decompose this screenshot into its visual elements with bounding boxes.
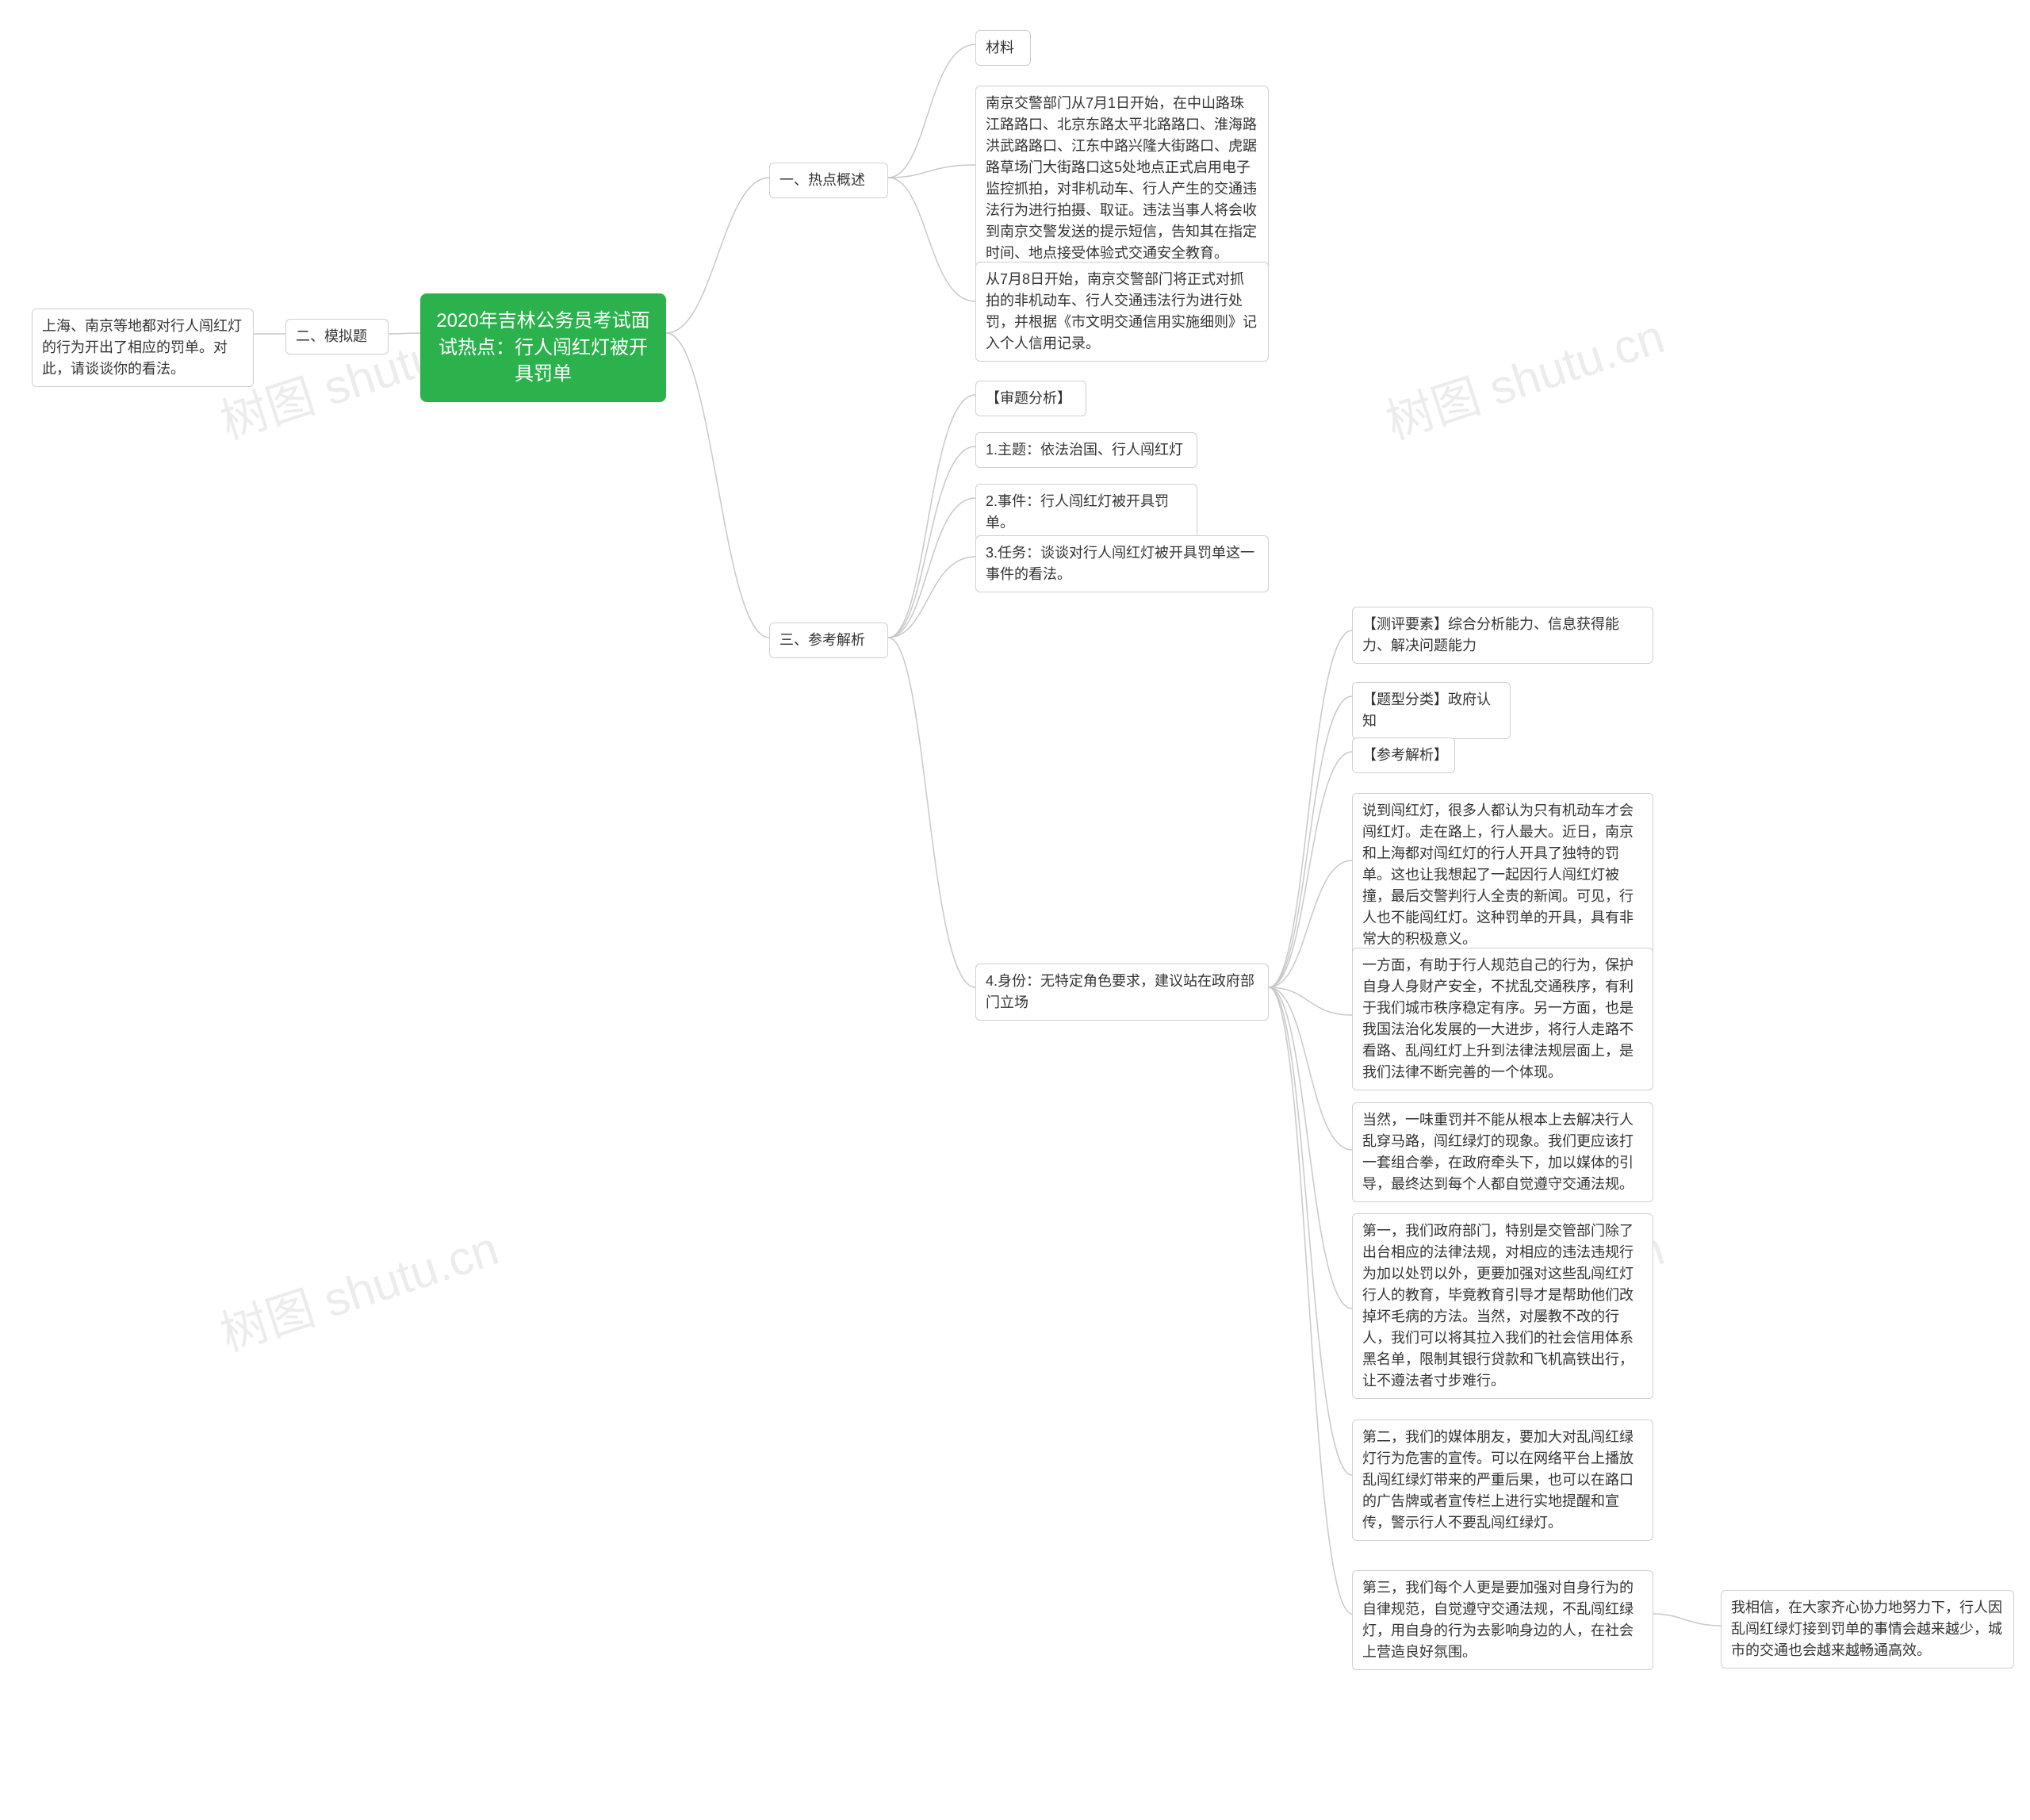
branch-2-label: 二、模拟题 — [296, 328, 367, 344]
d9-child-text: 我相信，在大家齐心协力地努力下，行人因乱闯红绿灯接到罚单的事情会越来越少，城市的… — [1731, 1600, 2002, 1658]
b3-child-1: 【审题分析】 — [975, 381, 1086, 416]
b3-child-3: 2.事件：行人闯红灯被开具罚单。 — [975, 484, 1197, 541]
b2-left-child: 上海、南京等地都对行人闯红灯的行为开出了相应的罚单。对此，请谈谈你的看法。 — [32, 308, 254, 387]
b3-child-2: 1.主题：依法治国、行人闯红灯 — [975, 432, 1197, 468]
b1-child-3: 从7月8日开始，南京交警部门将正式对抓拍的非机动车、行人交通违法行为进行处罚，并… — [975, 262, 1269, 362]
b3-c5-d8: 第二，我们的媒体朋友，要加大对乱闯红绿灯行为危害的宣传。可以在网络平台上播放乱闯… — [1352, 1420, 1653, 1541]
b1-child-1: 材料 — [975, 30, 1031, 66]
b3-c5-d2: 【题型分类】政府认知 — [1352, 682, 1511, 739]
root-node: 2020年吉林公务员考试面 试热点：行人闯红灯被开 具罚单 — [420, 293, 666, 402]
branch-2: 二、模拟题 — [285, 319, 389, 354]
b3-child-5: 4.身份：无特定角色要求，建议站在政府部门立场 — [975, 964, 1269, 1021]
b1-c3-text: 从7月8日开始，南京交警部门将正式对抓拍的非机动车、行人交通违法行为进行处罚，并… — [986, 271, 1257, 351]
b3-c5-d6: 当然，一味重罚并不能从根本上去解决行人乱穿马路，闯红绿灯的现象。我们更应该打一套… — [1352, 1102, 1653, 1202]
b3-child-4: 3.任务：谈谈对行人闯红灯被开具罚单这一事件的看法。 — [975, 535, 1269, 592]
b3-c5-d1: 【测评要素】综合分析能力、信息获得能力、解决问题能力 — [1352, 607, 1653, 664]
b3-c2-text: 1.主题：依法治国、行人闯红灯 — [986, 442, 1183, 458]
b1-child-2: 南京交警部门从7月1日开始，在中山路珠江路路口、北京东路太平北路路口、淮海路洪武… — [975, 86, 1269, 271]
d7-text: 第一，我们政府部门，特别是交管部门除了出台相应的法律法规，对相应的违法违规行为加… — [1362, 1223, 1634, 1389]
b1-c1-text: 材料 — [986, 40, 1014, 56]
b3-c5-d3: 【参考解析】 — [1352, 738, 1455, 773]
b3-c5-d9: 第三，我们每个人更是要加强对自身行为的自律规范，自觉遵守交通法规，不乱闯红绿灯，… — [1352, 1570, 1653, 1670]
b3-c5-d5: 一方面，有助于行人规范自己的行为，保护自身人身财产安全，不扰乱交通秩序，有利于我… — [1352, 948, 1653, 1090]
d3-text: 【参考解析】 — [1362, 747, 1448, 763]
d8-text: 第二，我们的媒体朋友，要加大对乱闯红绿灯行为危害的宣传。可以在网络平台上播放乱闯… — [1362, 1429, 1634, 1531]
branch-3: 三、参考解析 — [769, 623, 888, 658]
b3-c5-d7: 第一，我们政府部门，特别是交管部门除了出台相应的法律法规，对相应的违法违规行为加… — [1352, 1213, 1653, 1399]
watermark: 树图 shutu.cn — [1376, 298, 1672, 453]
root-text: 2020年吉林公务员考试面 试热点：行人闯红灯被开 具罚单 — [436, 310, 649, 385]
b1-c2-text: 南京交警部门从7月1日开始，在中山路珠江路路口、北京东路太平北路路口、淮海路洪武… — [986, 95, 1257, 261]
d2-text: 【题型分类】政府认知 — [1362, 692, 1491, 729]
watermark: 树图 shutu.cn — [210, 1210, 506, 1365]
b2-left-text: 上海、南京等地都对行人闯红灯的行为开出了相应的罚单。对此，请谈谈你的看法。 — [42, 318, 242, 377]
b3-c5-d9-child: 我相信，在大家齐心协力地努力下，行人因乱闯红绿灯接到罚单的事情会越来越少，城市的… — [1721, 1590, 2014, 1669]
branch-1: 一、热点概述 — [769, 163, 888, 198]
b3-c4-text: 3.任务：谈谈对行人闯红灯被开具罚单这一事件的看法。 — [986, 545, 1254, 582]
branch-1-label: 一、热点概述 — [779, 172, 865, 188]
d1-text: 【测评要素】综合分析能力、信息获得能力、解决问题能力 — [1362, 616, 1619, 653]
d5-text: 一方面，有助于行人规范自己的行为，保护自身人身财产安全，不扰乱交通秩序，有利于我… — [1362, 957, 1634, 1080]
d4-text: 说到闯红灯，很多人都认为只有机动车才会闯红灯。走在路上，行人最大。近日，南京和上… — [1362, 803, 1634, 947]
d6-text: 当然，一味重罚并不能从根本上去解决行人乱穿马路，闯红绿灯的现象。我们更应该打一套… — [1362, 1112, 1634, 1192]
b3-c1-text: 【审题分析】 — [986, 390, 1071, 406]
d9-text: 第三，我们每个人更是要加强对自身行为的自律规范，自觉遵守交通法规，不乱闯红绿灯，… — [1362, 1580, 1634, 1660]
branch-3-label: 三、参考解析 — [779, 632, 865, 648]
b3-c5-d4: 说到闯红灯，很多人都认为只有机动车才会闯红灯。走在路上，行人最大。近日，南京和上… — [1352, 793, 1653, 957]
b3-c3-text: 2.事件：行人闯红灯被开具罚单。 — [986, 493, 1169, 531]
b3-c5-text: 4.身份：无特定角色要求，建议站在政府部门立场 — [986, 973, 1254, 1010]
